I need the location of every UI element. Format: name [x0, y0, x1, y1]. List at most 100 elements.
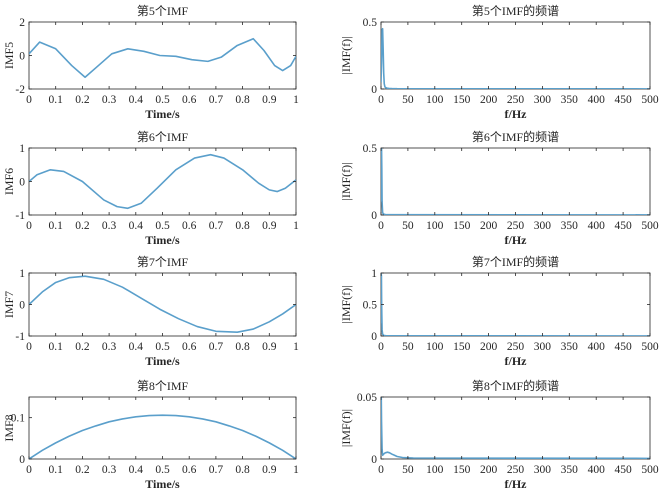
x-tick-label: 0.6 — [182, 220, 197, 232]
x-axis-label: f/Hz — [505, 354, 528, 368]
x-tick-label: 100 — [426, 94, 444, 106]
x-tick-label: 50 — [402, 341, 414, 353]
x-tick-label: 0.1 — [49, 341, 64, 353]
x-tick-label: 0.4 — [129, 464, 144, 476]
y-tick-label: -2 — [15, 84, 25, 96]
x-tick-label: 0.2 — [75, 220, 90, 232]
x-tick-label: 350 — [561, 464, 579, 476]
subplot-title: 第6个IMF — [137, 130, 189, 144]
x-tick-label: 0.6 — [182, 94, 197, 106]
x-tick-label: 200 — [480, 341, 498, 353]
x-tick-label: 400 — [588, 94, 606, 106]
x-tick-label: 250 — [507, 464, 525, 476]
y-axis-label: |IMF(f)| — [339, 409, 353, 447]
x-tick-label: 250 — [507, 341, 525, 353]
x-axis-label: Time/s — [145, 354, 180, 368]
subplot-title: 第7个IMF — [137, 255, 189, 269]
y-tick-label: 0 — [371, 84, 377, 96]
x-tick-label: 0.5 — [155, 341, 170, 353]
subplot-title: 第8个IMF的频谱 — [472, 378, 559, 393]
x-tick-label: 300 — [534, 464, 552, 476]
x-tick-label: 1 — [293, 94, 299, 106]
x-tick-label: 200 — [480, 94, 498, 106]
y-tick-label: 0 — [371, 454, 377, 466]
x-tick-label: 0.3 — [102, 220, 117, 232]
subplot-title: 第5个IMF的频谱 — [472, 3, 559, 18]
x-tick-label: 0.8 — [235, 94, 250, 106]
x-tick-label: 1 — [293, 464, 299, 476]
axes-frame — [380, 396, 651, 460]
x-tick-label: 100 — [426, 341, 444, 353]
x-tick-label: 0.6 — [182, 464, 197, 476]
x-tick-label: 0 — [26, 464, 32, 476]
x-tick-label: 0.8 — [235, 464, 250, 476]
x-tick-label: 0.9 — [262, 464, 277, 476]
x-tick-label: 50 — [402, 94, 414, 106]
y-axis-label: IMF7 — [2, 291, 16, 318]
x-axis-label: Time/s — [145, 233, 180, 247]
x-tick-label: 450 — [614, 464, 632, 476]
x-tick-label: 500 — [641, 94, 659, 106]
x-tick-label: 0.5 — [155, 94, 170, 106]
x-tick-label: 1 — [293, 341, 299, 353]
x-tick-label: 0.3 — [102, 94, 117, 106]
series-line — [381, 148, 650, 215]
x-tick-label: 350 — [561, 94, 579, 106]
x-tick-label: 300 — [534, 341, 552, 353]
x-tick-label: 0.1 — [49, 94, 64, 106]
x-tick-label: 0.2 — [75, 94, 90, 106]
x-tick-label: 0.7 — [209, 341, 224, 353]
y-axis-label: IMF8 — [2, 414, 16, 441]
x-tick-label: 0.9 — [262, 220, 277, 232]
subplot-title: 第6个IMF的频谱 — [472, 129, 559, 144]
x-tick-label: 450 — [614, 220, 632, 232]
subplot-4: 0 50 100 150 200 250 300 350 400 450 500 0 0.5 第6个IMF… — [339, 129, 659, 247]
x-tick-label: 300 — [534, 220, 552, 232]
subplot-title: 第5个IMF — [137, 4, 189, 18]
axes-frame — [380, 147, 651, 216]
x-tick-label: 500 — [641, 464, 659, 476]
x-tick-label: 0.3 — [102, 341, 117, 353]
subplot-title: 第7个IMF的频谱 — [472, 254, 559, 269]
y-tick-label: -1 — [15, 331, 25, 343]
subplot-6: 0 50 100 150 200 250 300 350 400 450 500 0 0.5 1 第7个IM… — [339, 254, 659, 368]
y-tick-label: 0 — [19, 454, 25, 466]
x-tick-label: 0 — [26, 94, 32, 106]
axes-frame — [380, 272, 651, 337]
series-line — [29, 414, 296, 459]
x-tick-label: 400 — [588, 341, 606, 353]
x-tick-label: 400 — [588, 464, 606, 476]
x-tick-label: 150 — [453, 464, 471, 476]
x-tick-label: 250 — [507, 220, 525, 232]
x-tick-label: 0 — [378, 94, 384, 106]
x-tick-label: 150 — [453, 94, 471, 106]
x-tick-label: 0.4 — [129, 220, 144, 232]
x-axis-label: Time/s — [145, 477, 180, 491]
series-line — [29, 153, 296, 210]
x-tick-label: 250 — [507, 94, 525, 106]
axes-frame — [28, 272, 297, 337]
x-tick-label: 150 — [453, 341, 471, 353]
subplot-title: 第8个IMF — [137, 379, 189, 393]
x-tick-label: 150 — [453, 220, 471, 232]
x-tick-label: 0.2 — [75, 341, 90, 353]
subplot-2: 0 50 100 150 200 250 300 350 400 450 500 0 0.5 第5个IMF… — [339, 3, 659, 121]
x-axis-label: f/Hz — [505, 477, 528, 491]
y-axis-label: IMF5 — [2, 42, 16, 69]
axes-frame — [28, 396, 297, 460]
x-tick-label: 0.9 — [262, 341, 277, 353]
y-tick-label: 0.5 — [363, 300, 378, 312]
x-tick-label: 200 — [480, 464, 498, 476]
x-tick-label: 0.4 — [129, 94, 144, 106]
subplot-3: 0 0.1 0.2 0.3 0.4 0.5 0.6 0.7 0.8 0.9 1-101第6个IMFT… — [2, 130, 299, 247]
x-tick-label: 500 — [641, 220, 659, 232]
y-tick-label: 1 — [371, 268, 377, 280]
x-tick-label: 0.8 — [235, 220, 250, 232]
x-tick-label: 500 — [641, 341, 659, 353]
y-tick-label: 0 — [19, 51, 25, 63]
x-tick-label: 0.1 — [49, 464, 64, 476]
x-tick-label: 400 — [588, 220, 606, 232]
subplot-7: 0 0.1 0.2 0.3 0.4 0.5 0.6 0.7 0.8 0.9 1 0 0.1 第8个IMF T… — [2, 379, 299, 491]
x-tick-label: 0 — [378, 464, 384, 476]
y-tick-label: 2 — [19, 17, 25, 29]
